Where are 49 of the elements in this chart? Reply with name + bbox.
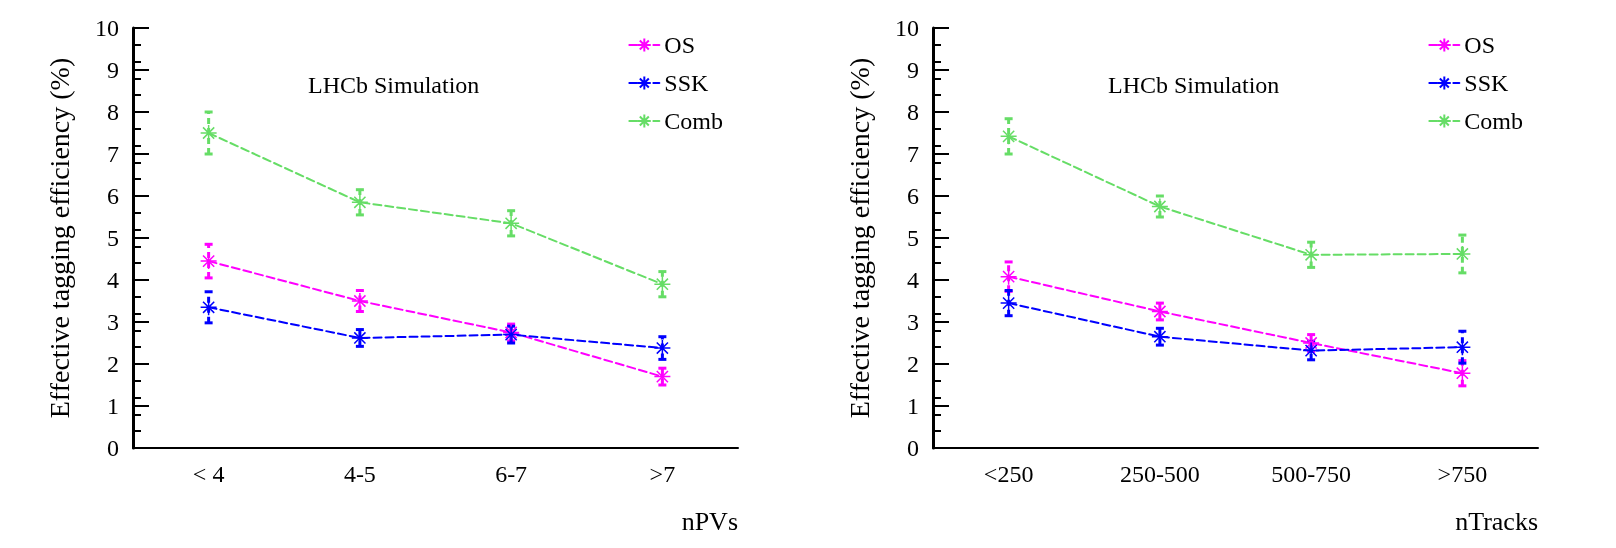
y-tick-label: 6 (107, 183, 119, 209)
annotation: LHCb Simulation (308, 72, 480, 98)
y-tick-label: 7 (107, 141, 119, 167)
point (1453, 364, 1472, 382)
y-tick-label: 5 (907, 225, 919, 251)
y-tick-label: 4 (907, 267, 919, 293)
legend-label: SSK (664, 70, 710, 96)
legend-label: OS (1464, 32, 1496, 58)
point (199, 124, 218, 142)
x-tick-label: >7 (649, 461, 676, 487)
y-axis-title: Effective tagging efficiency (%) (843, 57, 875, 419)
x-tick-label: 4-5 (343, 461, 376, 487)
x-axis-title: nPVs (681, 506, 738, 536)
x-axis-title: nTracks (1455, 506, 1538, 536)
y-tick-label: 6 (907, 183, 919, 209)
x-tick-label: 6-7 (495, 461, 528, 487)
legend-label: SSK (1464, 70, 1510, 96)
x-tick-label: <250 (983, 461, 1034, 487)
y-tick-label: 2 (907, 351, 919, 377)
x-tick-label: < 4 (192, 461, 225, 487)
legend-label: OS (664, 32, 696, 58)
y-tick-label: 3 (107, 309, 119, 335)
y-tick-label: 5 (107, 225, 119, 251)
y-tick-label: 0 (107, 435, 119, 461)
x-tick-label: 500-750 (1271, 461, 1352, 487)
y-tick-label: 2 (107, 351, 119, 377)
y-tick-label: 10 (95, 15, 119, 41)
y-tick-label: 9 (907, 57, 919, 83)
y-tick-label: 8 (107, 99, 119, 125)
y-tick-label: 10 (895, 15, 919, 41)
y-tick-label: 7 (907, 141, 919, 167)
point (653, 339, 672, 357)
point (1302, 246, 1320, 264)
y-tick-label: 1 (107, 393, 119, 419)
x-tick-label: >750 (1437, 461, 1488, 487)
y-tick-label: 4 (107, 267, 119, 293)
point (351, 292, 369, 310)
x-tick-label: 250-500 (1119, 461, 1200, 487)
y-axis-title: Effective tagging efficiency (%) (43, 57, 75, 419)
y-tick-label: 3 (907, 309, 919, 335)
point (999, 294, 1018, 312)
y-tick-label: 8 (907, 99, 919, 125)
legend-label: Comb (1464, 108, 1524, 134)
y-tick-label: 9 (107, 57, 119, 83)
y-tick-label: 0 (907, 435, 919, 461)
legend-label: Comb (664, 108, 724, 134)
point (653, 275, 672, 293)
annotation: LHCb Simulation (1108, 72, 1280, 98)
y-tick-label: 1 (907, 393, 919, 419)
